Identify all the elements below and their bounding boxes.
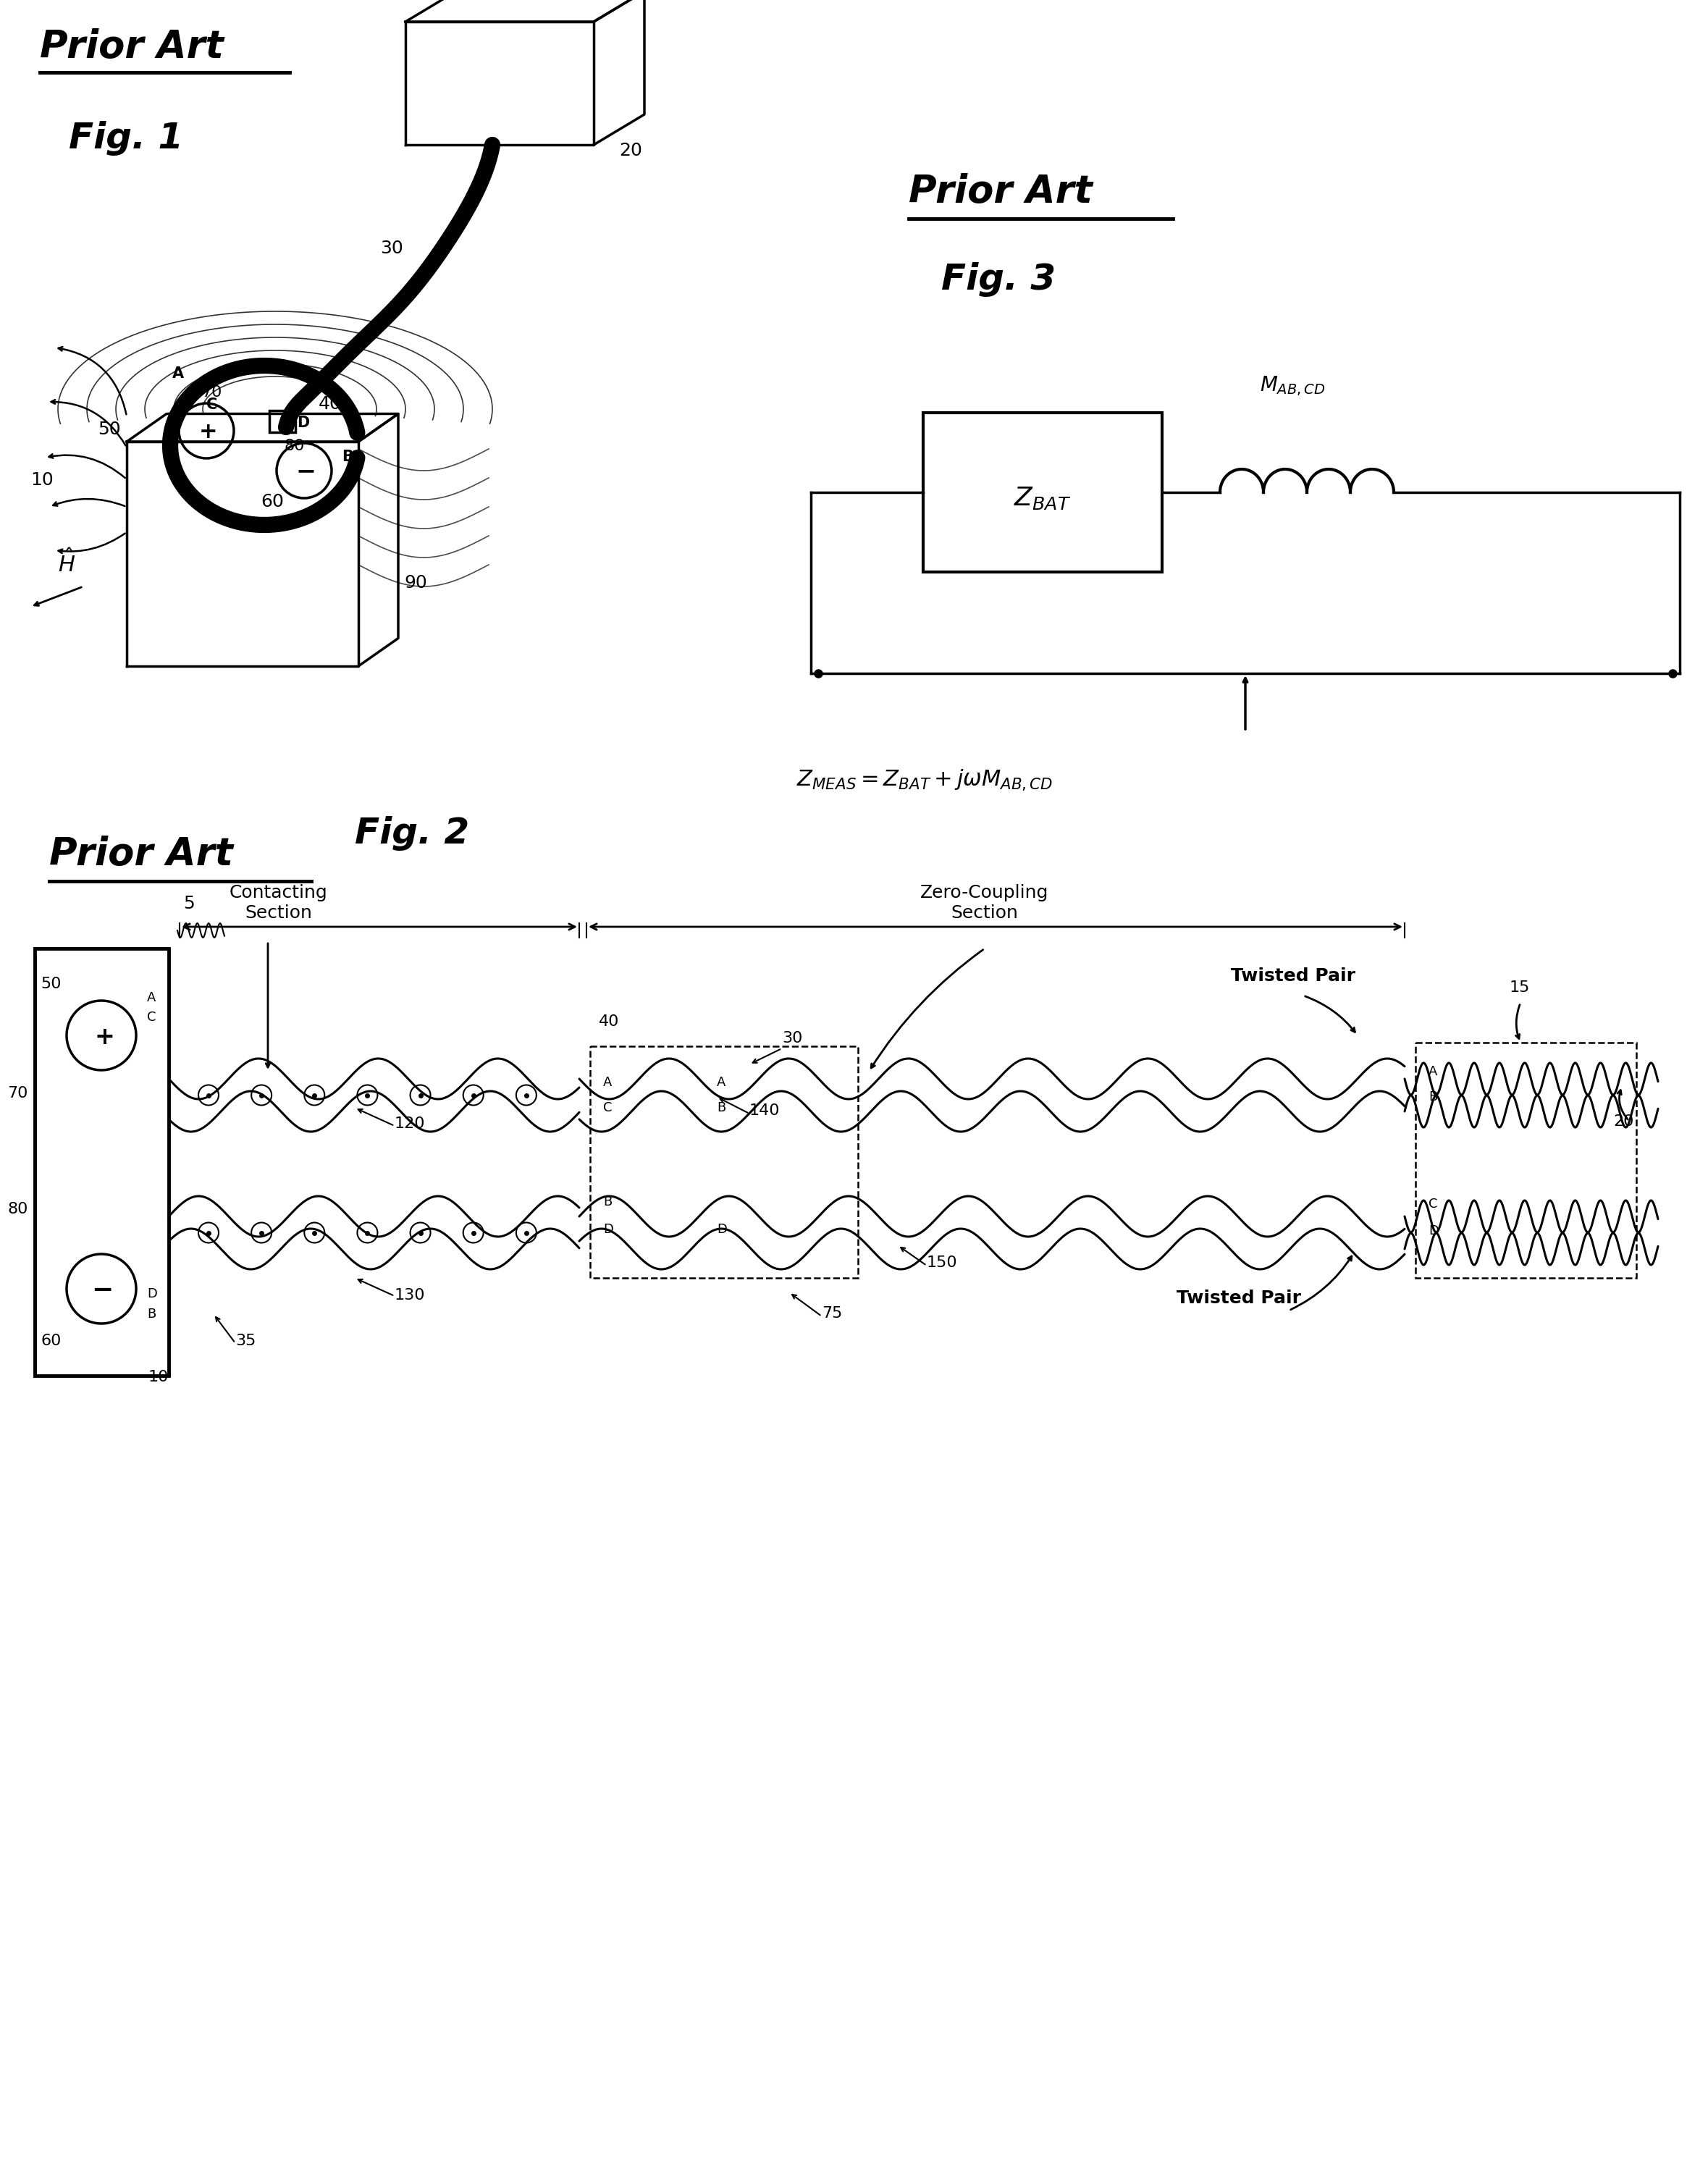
Text: B: B [147, 1308, 155, 1321]
Text: B: B [603, 1196, 611, 1209]
Text: Prior Art: Prior Art [909, 173, 1093, 210]
Text: Fig. 1: Fig. 1 [68, 121, 183, 156]
Circle shape [463, 1222, 483, 1243]
Circle shape [198, 1085, 219, 1105]
Text: 5: 5 [183, 895, 195, 912]
Text: 15: 15 [1510, 979, 1530, 995]
Text: $Z_{MEAS} = Z_{BAT} + j\omega M_{AB,CD}$: $Z_{MEAS} = Z_{BAT} + j\omega M_{AB,CD}$ [796, 768, 1052, 791]
Circle shape [516, 1085, 536, 1105]
Text: A: A [147, 990, 155, 1005]
Text: 70: 70 [202, 385, 222, 400]
Text: Prior Art: Prior Art [39, 28, 224, 65]
Text: 50: 50 [97, 422, 121, 439]
Text: C: C [147, 1012, 155, 1025]
Text: +: + [94, 1025, 114, 1049]
Text: −: − [295, 458, 316, 482]
Text: A: A [1428, 1066, 1438, 1079]
Circle shape [277, 443, 331, 497]
Text: 10: 10 [31, 471, 53, 489]
Text: A: A [173, 365, 184, 381]
Circle shape [516, 1222, 536, 1243]
Circle shape [67, 1254, 137, 1323]
Text: 20: 20 [618, 143, 642, 160]
Text: 50: 50 [41, 977, 61, 990]
Text: 10: 10 [149, 1371, 169, 1384]
Text: C: C [603, 1100, 611, 1113]
Text: B: B [1428, 1090, 1438, 1103]
Text: A: A [717, 1077, 726, 1090]
Text: D: D [297, 415, 309, 430]
Text: A: A [603, 1077, 611, 1090]
Text: Contacting
Section: Contacting Section [229, 884, 328, 921]
Text: 140: 140 [750, 1103, 781, 1118]
Text: D: D [603, 1224, 613, 1237]
Text: Fig. 2: Fig. 2 [355, 815, 470, 852]
Text: B: B [717, 1100, 726, 1113]
Text: Twisted Pair: Twisted Pair [1177, 1289, 1301, 1306]
Text: D: D [717, 1224, 728, 1237]
Text: $\hat{H}$: $\hat{H}$ [58, 549, 75, 577]
Text: C: C [1428, 1198, 1438, 1211]
Text: 40: 40 [600, 1014, 620, 1029]
Bar [589, 1046, 857, 1278]
Text: D: D [147, 1286, 157, 1299]
Text: 150: 150 [927, 1256, 958, 1269]
Text: 60: 60 [41, 1334, 61, 1349]
Text: 60: 60 [261, 493, 284, 510]
Circle shape [357, 1085, 377, 1105]
Text: 20: 20 [1612, 1113, 1633, 1129]
Text: C: C [207, 398, 217, 413]
Text: $Z_{BAT}$: $Z_{BAT}$ [1015, 484, 1071, 510]
Text: 75: 75 [822, 1306, 842, 1321]
Bar [270, 411, 295, 432]
Circle shape [410, 1222, 430, 1243]
Bar [34, 949, 169, 1375]
Circle shape [67, 1001, 137, 1070]
Text: 130: 130 [395, 1289, 425, 1302]
Text: Prior Art: Prior Art [50, 835, 232, 873]
Text: Twisted Pair: Twisted Pair [1231, 966, 1356, 984]
Circle shape [304, 1085, 325, 1105]
Circle shape [251, 1222, 272, 1243]
Text: 80: 80 [285, 439, 306, 454]
Text: 30: 30 [381, 240, 403, 257]
Circle shape [357, 1222, 377, 1243]
Text: 120: 120 [395, 1116, 425, 1131]
Text: 90: 90 [405, 573, 427, 590]
Circle shape [410, 1085, 430, 1105]
Circle shape [304, 1222, 325, 1243]
Text: 30: 30 [782, 1031, 803, 1046]
Text: $M_{AB,CD}$: $M_{AB,CD}$ [1261, 374, 1325, 398]
Text: Fig. 3: Fig. 3 [941, 262, 1056, 296]
Text: +: + [200, 422, 217, 443]
Circle shape [198, 1222, 219, 1243]
Circle shape [463, 1085, 483, 1105]
Bar [922, 413, 1161, 573]
Text: 80: 80 [7, 1202, 27, 1217]
Text: D: D [1428, 1224, 1438, 1237]
Text: 40: 40 [319, 396, 342, 413]
Bar [1416, 1042, 1636, 1278]
Text: Zero-Coupling
Section: Zero-Coupling Section [921, 884, 1049, 921]
Circle shape [179, 404, 234, 458]
Text: B: B [342, 450, 354, 465]
Text: −: − [91, 1278, 113, 1302]
Circle shape [251, 1085, 272, 1105]
Text: 35: 35 [236, 1334, 256, 1349]
Text: 70: 70 [7, 1087, 27, 1100]
